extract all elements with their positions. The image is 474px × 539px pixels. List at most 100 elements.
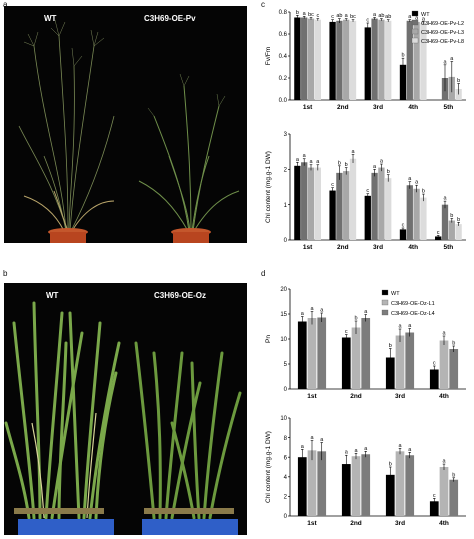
bar bbox=[341, 337, 351, 389]
bar bbox=[405, 455, 415, 516]
bar bbox=[406, 20, 413, 100]
y-tick-label: 0.6 bbox=[279, 32, 288, 38]
bar bbox=[341, 464, 351, 516]
significance-letter: b bbox=[450, 213, 453, 219]
significance-letter: b bbox=[296, 10, 299, 16]
significance-letter: c bbox=[316, 13, 319, 19]
legend-swatch bbox=[411, 10, 419, 17]
bar bbox=[314, 19, 321, 101]
significance-letter: a bbox=[351, 149, 355, 155]
significance-letter: a bbox=[303, 11, 307, 17]
significance-letter: a bbox=[450, 56, 454, 62]
bar bbox=[439, 467, 449, 516]
significance-letter: a bbox=[398, 443, 402, 449]
significance-letter: a bbox=[354, 448, 358, 454]
legend-swatch bbox=[381, 289, 389, 296]
significance-letter: c bbox=[331, 14, 334, 20]
significance-letter: b bbox=[387, 169, 390, 175]
x-tick-label: 2nd bbox=[350, 520, 362, 527]
bar bbox=[294, 17, 301, 100]
bar bbox=[449, 479, 459, 516]
bar bbox=[395, 451, 405, 516]
significance-letter: a bbox=[380, 159, 384, 165]
y-axis-label: Pn bbox=[265, 335, 272, 343]
significance-letter: a bbox=[422, 16, 426, 22]
bar bbox=[371, 18, 378, 101]
significance-letter: b bbox=[345, 162, 348, 168]
bar bbox=[343, 19, 350, 101]
bar bbox=[406, 185, 413, 240]
significance-letter: a bbox=[316, 159, 320, 165]
bar bbox=[307, 318, 317, 389]
y-tick-label: 6 bbox=[284, 455, 288, 461]
significance-letter: a bbox=[310, 435, 314, 441]
y-tick-label: 3 bbox=[284, 132, 288, 138]
photo-a-transgenic-label: C3H69-OE-Pv bbox=[144, 14, 196, 23]
photo-switchgrass: WT C3H69-OE-Pv bbox=[4, 6, 247, 243]
significance-letter: c bbox=[433, 361, 436, 367]
significance-letter: ab bbox=[336, 13, 342, 19]
bar bbox=[297, 457, 307, 516]
bar bbox=[361, 454, 371, 516]
legend-swatch bbox=[411, 37, 419, 44]
significance-letter: c bbox=[366, 18, 369, 24]
photo-b-transgenic-label: C3H69-OE-Oz bbox=[154, 291, 207, 300]
y-tick-label: 15 bbox=[280, 312, 287, 318]
bar bbox=[307, 167, 315, 240]
bar bbox=[294, 165, 301, 240]
x-tick-label: 1st bbox=[307, 520, 317, 527]
bar bbox=[336, 172, 343, 240]
bar bbox=[336, 20, 343, 100]
bar bbox=[351, 456, 361, 516]
bar bbox=[317, 317, 327, 389]
significance-letter: a bbox=[303, 153, 307, 159]
y-tick-label: 10 bbox=[280, 416, 287, 422]
bar bbox=[429, 501, 439, 516]
x-tick-label: 1st bbox=[303, 244, 313, 251]
significance-letter: b bbox=[452, 341, 455, 347]
panel-label-a: a bbox=[3, 0, 8, 9]
y-tick-label: 0.0 bbox=[279, 98, 288, 104]
significance-letter: c bbox=[331, 182, 334, 188]
significance-letter: a bbox=[309, 159, 313, 165]
significance-letter: b bbox=[422, 189, 425, 195]
bar bbox=[413, 188, 420, 240]
x-tick-label: 5th bbox=[444, 244, 454, 251]
panel-label-b: b bbox=[3, 269, 8, 278]
y-tick-label: 8 bbox=[284, 436, 288, 442]
y-tick-label: 4 bbox=[284, 475, 288, 481]
bar bbox=[329, 190, 336, 240]
significance-letter: a bbox=[398, 324, 402, 330]
bar bbox=[448, 220, 455, 240]
x-tick-label: 4th bbox=[439, 520, 449, 527]
significance-letter: b bbox=[389, 462, 392, 468]
significance-letter: a bbox=[345, 13, 349, 19]
significance-letter: c bbox=[345, 329, 348, 335]
significance-letter: b bbox=[354, 316, 357, 322]
significance-letter: a bbox=[443, 59, 447, 65]
significance-letter: a bbox=[310, 306, 314, 312]
bar bbox=[301, 162, 308, 240]
bar bbox=[343, 171, 350, 240]
significance-letter: a bbox=[345, 450, 349, 456]
bar bbox=[395, 335, 405, 389]
y-tick-label: 1 bbox=[284, 203, 288, 209]
legend-entry: C3H69-OE-Pv-L2 bbox=[421, 21, 464, 27]
bar bbox=[364, 27, 371, 100]
significance-letter: b bbox=[338, 160, 341, 166]
y-axis-label: Chl content (mg.g-1 DW) bbox=[265, 431, 272, 503]
bar bbox=[441, 204, 449, 240]
x-tick-label: 2nd bbox=[350, 393, 362, 400]
legend-entry: C3H69-OE-Oz-L4 bbox=[391, 311, 435, 317]
bar bbox=[399, 64, 407, 100]
bar bbox=[349, 20, 357, 100]
x-tick-label: 3rd bbox=[395, 520, 405, 527]
significance-letter: b bbox=[401, 53, 404, 59]
bar bbox=[449, 349, 459, 389]
significance-letter: a bbox=[408, 447, 412, 453]
photo-a-wt-label: WT bbox=[44, 14, 57, 23]
bar bbox=[413, 21, 420, 100]
significance-letter: a bbox=[415, 180, 419, 186]
